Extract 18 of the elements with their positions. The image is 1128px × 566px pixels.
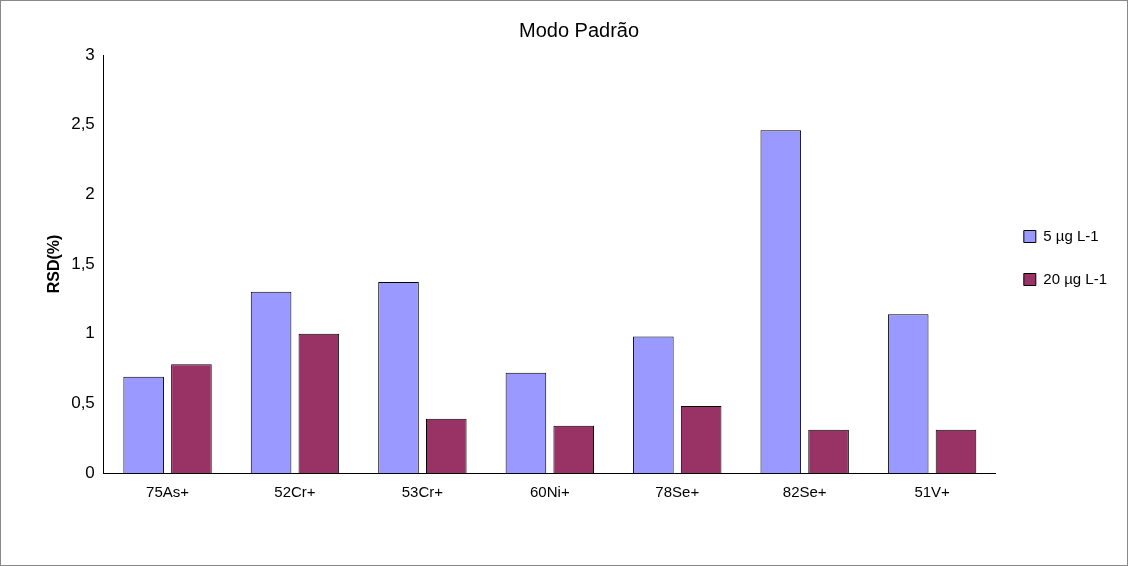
y-tick-label: 0 — [85, 462, 95, 482]
y-tick-label: 1,5 — [71, 253, 95, 273]
y-tick-label: 3 — [85, 44, 95, 64]
x-tick-label: 82Se+ — [782, 483, 827, 501]
y-tick-label: 1 — [85, 323, 95, 343]
x-tick-label: 53Cr+ — [401, 483, 444, 501]
x-tick-label: 60Ni+ — [530, 483, 570, 501]
y-axis-title: RSD(%) — [45, 234, 63, 294]
x-tick-label: 52Cr+ — [274, 483, 316, 501]
chart-title: Modo Padrão — [518, 18, 640, 41]
y-tick-label: 2,5 — [71, 114, 95, 134]
legend-label: 5 µg L-1 — [1043, 226, 1099, 244]
y-tick-label: 0,5 — [71, 393, 95, 413]
x-tick-label: 78Se+ — [655, 483, 700, 501]
x-tick-label: 75As+ — [146, 483, 190, 501]
x-tick-label: 51V+ — [914, 483, 951, 501]
y-tick-label: 2 — [85, 184, 95, 204]
legend-label: 20 µg L-1 — [1043, 269, 1107, 287]
